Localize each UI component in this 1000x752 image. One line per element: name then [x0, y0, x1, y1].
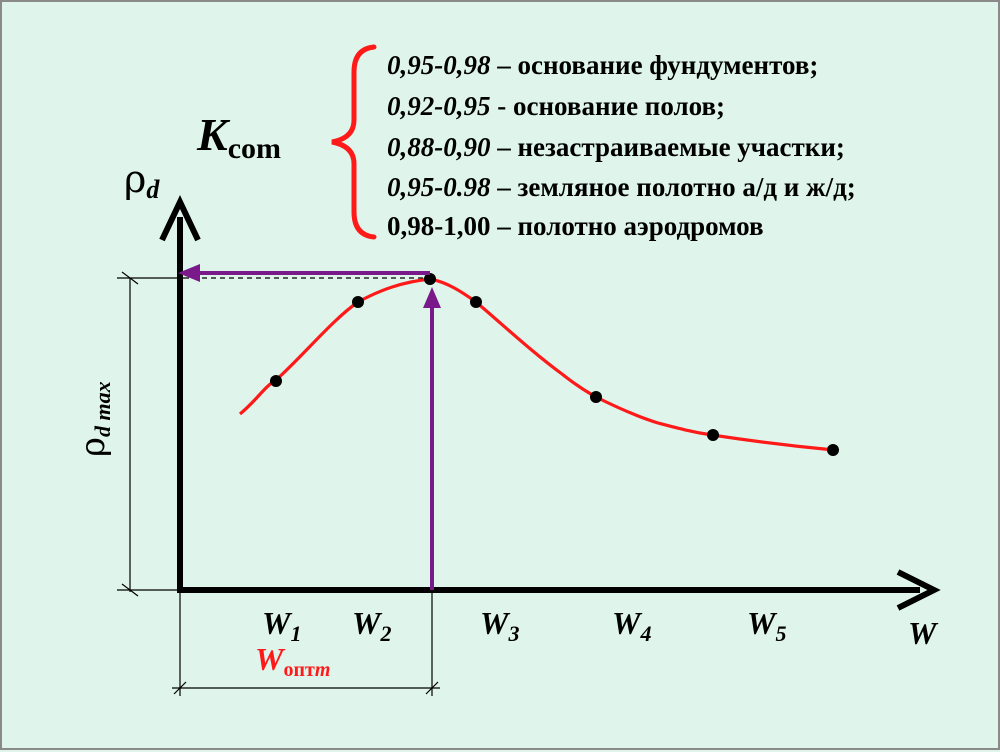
- data-point: [590, 391, 602, 403]
- w-label-3: W3: [480, 605, 519, 646]
- x-axis-label: W: [908, 615, 939, 651]
- y-axis-arrow-icon: [159, 194, 201, 242]
- w-label-1: W1: [262, 605, 301, 646]
- rho-max-dimension: [117, 271, 184, 597]
- legend-item-4: 0,95-0.98 – земляное полотно а/д и ж/д;: [387, 172, 856, 202]
- w-labels: W1 W2 W3 W4 W5: [262, 605, 786, 646]
- w-label-2: W2: [352, 605, 391, 646]
- data-point: [424, 273, 436, 285]
- legend-item-2: 0,92-0,95 - основание полов;: [387, 91, 725, 121]
- coefficient-label: Kcom: [196, 109, 281, 165]
- arrow-up-icon: [423, 287, 441, 308]
- data-point: [470, 296, 482, 308]
- data-point: [827, 444, 839, 456]
- legend-item-5: 0,98-1,00 – полотно аэродромов: [387, 211, 764, 241]
- brace-icon: [331, 44, 377, 240]
- rho-max-label: ρd max: [73, 381, 115, 457]
- y-axis-label: ρd: [124, 157, 160, 204]
- w-label-4: W4: [612, 605, 651, 646]
- arrow-left-icon: [178, 264, 200, 282]
- compaction-curve: [238, 277, 835, 452]
- legend-item-1: 0,95-0,98 – основание фундументов;: [387, 50, 818, 80]
- axes: [159, 194, 941, 611]
- legend: 0,95-0,98 – основание фундументов; 0,92-…: [387, 50, 856, 241]
- data-point: [270, 375, 282, 387]
- x-axis-arrow-icon: [896, 569, 941, 611]
- w-label-5: W5: [747, 605, 786, 646]
- data-points: [270, 273, 839, 456]
- optimum-arrows: [178, 264, 441, 590]
- data-point: [352, 296, 364, 308]
- w-opt-dimension: [172, 592, 440, 696]
- legend-item-3: 0,88-0,90 – незастраиваемые участки;: [387, 132, 845, 162]
- data-point: [707, 429, 719, 441]
- w-opt-label: Wоптm: [255, 641, 330, 681]
